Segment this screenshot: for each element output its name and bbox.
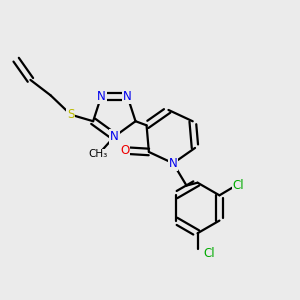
Text: O: O	[120, 144, 129, 157]
Text: N: N	[123, 90, 132, 103]
Text: CH₃: CH₃	[88, 149, 108, 160]
Text: Cl: Cl	[233, 179, 244, 192]
Text: S: S	[67, 108, 74, 121]
Text: Cl: Cl	[203, 247, 215, 260]
Text: N: N	[97, 90, 106, 103]
Text: N: N	[169, 157, 178, 170]
Text: N: N	[110, 130, 119, 143]
